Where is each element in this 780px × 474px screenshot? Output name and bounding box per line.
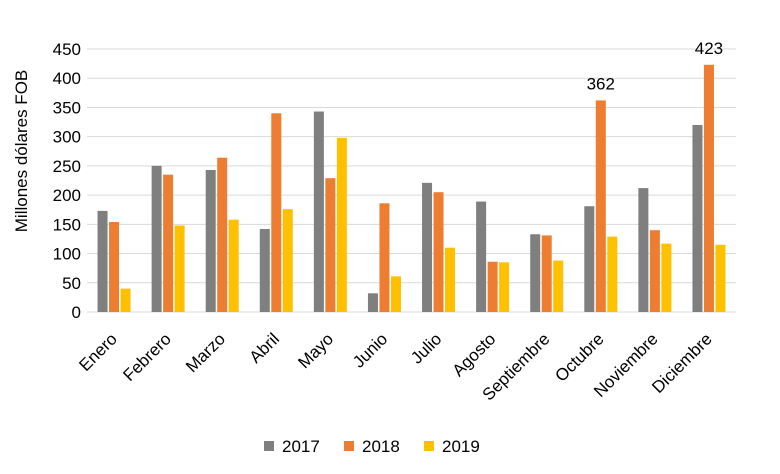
bar-2018-octubre bbox=[595, 100, 606, 312]
bar-2018-abril bbox=[271, 113, 282, 313]
x-tick-label: Julio bbox=[407, 329, 445, 367]
y-tick-label: 200 bbox=[53, 186, 81, 205]
bar-2017-marzo bbox=[205, 169, 216, 312]
y-tick-label: 350 bbox=[53, 98, 81, 117]
bar-2019-enero bbox=[120, 288, 131, 312]
y-tick-label: 300 bbox=[53, 128, 81, 147]
bar-2019-marzo bbox=[228, 219, 239, 312]
bar-2019-abril bbox=[282, 209, 293, 312]
y-tick-label: 50 bbox=[62, 274, 81, 293]
bar-2018-diciembre bbox=[703, 64, 714, 312]
legend-swatch bbox=[264, 441, 274, 451]
bar-2019-septiembre bbox=[553, 260, 564, 312]
bar-2017-octubre bbox=[584, 206, 595, 312]
bar-2017-abril bbox=[259, 229, 270, 312]
bar-2018-junio bbox=[379, 203, 390, 312]
y-axis: 0 50 100 150 200 250 300 350 400 450 bbox=[53, 40, 81, 322]
bar-2017-enero bbox=[97, 210, 108, 312]
legend-label: 2017 bbox=[282, 437, 320, 456]
bar-2017-junio bbox=[367, 293, 378, 312]
bar-2017-julio bbox=[422, 182, 433, 312]
x-tick-label: Abril bbox=[246, 329, 283, 366]
y-axis-title: Millones dólares FOB bbox=[12, 70, 31, 233]
legend-label: 2018 bbox=[362, 437, 400, 456]
bar-2019-julio bbox=[445, 247, 456, 312]
bar-2017-febrero bbox=[151, 165, 162, 312]
data-label: 423 bbox=[695, 39, 723, 58]
bar-2018-julio bbox=[433, 192, 444, 312]
bar-2019-agosto bbox=[499, 262, 510, 312]
bar-2017-agosto bbox=[476, 201, 487, 312]
legend-label: 2019 bbox=[442, 437, 480, 456]
x-tick-label: Marzo bbox=[182, 329, 229, 376]
data-labels: 362 423 bbox=[587, 39, 724, 94]
y-tick-label: 450 bbox=[53, 40, 81, 59]
x-tick-label: Junio bbox=[349, 329, 391, 371]
legend-swatch bbox=[424, 441, 434, 451]
bar-2018-febrero bbox=[163, 174, 174, 312]
x-tick-label: Agosto bbox=[449, 329, 500, 380]
x-tick-label: Enero bbox=[75, 329, 121, 375]
bar-2017-mayo bbox=[313, 111, 324, 312]
gridlines bbox=[87, 48, 736, 313]
x-tick-label: Febrero bbox=[119, 329, 175, 385]
bar-2017-diciembre bbox=[692, 124, 703, 312]
bar-2018-mayo bbox=[325, 178, 336, 312]
data-label: 362 bbox=[587, 74, 615, 93]
bar-2019-mayo bbox=[336, 137, 347, 312]
bar-2018-agosto bbox=[487, 261, 498, 312]
bar-2017-septiembre bbox=[530, 234, 541, 312]
bar-2019-noviembre bbox=[661, 243, 672, 312]
y-tick-label: 150 bbox=[53, 215, 81, 234]
y-tick-label: 100 bbox=[53, 245, 81, 264]
legend-swatch bbox=[344, 441, 354, 451]
bar-2019-junio bbox=[390, 276, 401, 312]
bar-2018-marzo bbox=[217, 157, 228, 312]
bars bbox=[97, 64, 726, 313]
legend: 2017 2018 2019 bbox=[264, 437, 480, 456]
y-tick-label: 250 bbox=[53, 157, 81, 176]
y-tick-label: 0 bbox=[72, 303, 81, 322]
y-tick-label: 400 bbox=[53, 69, 81, 88]
bar-2017-noviembre bbox=[638, 188, 649, 312]
bar-2018-noviembre bbox=[649, 230, 660, 312]
bar-2019-febrero bbox=[174, 225, 185, 312]
bar-2018-septiembre bbox=[541, 235, 552, 312]
bar-2018-enero bbox=[109, 221, 120, 312]
x-tick-label: Mayo bbox=[294, 329, 337, 372]
bar-2019-octubre bbox=[607, 236, 618, 312]
bar-2019-diciembre bbox=[715, 244, 726, 312]
